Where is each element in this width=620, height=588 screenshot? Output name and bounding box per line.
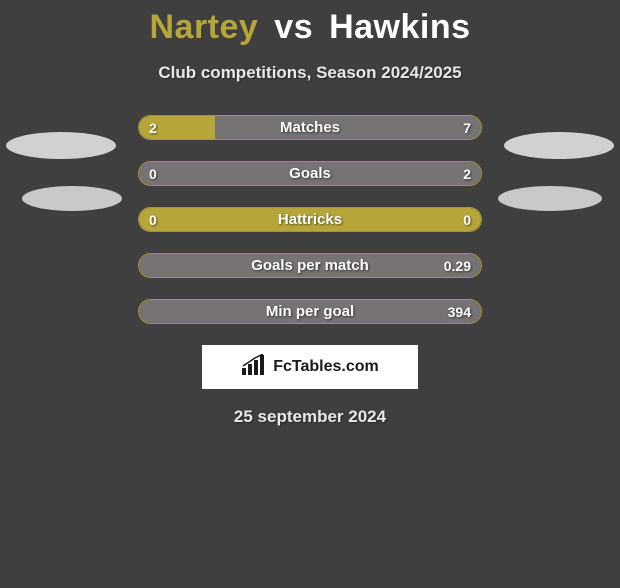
brand-box: FcTables.com [202,345,418,389]
player1-name: Nartey [149,8,258,46]
stat-value-left: 0 [149,208,157,231]
stat-bar-right [139,300,481,323]
comparison-chart: 27Matches02Goals00Hattricks0.29Goals per… [0,115,620,324]
stat-value-left: 2 [149,116,157,139]
brand-icon [241,354,267,381]
stat-row: 0.29Goals per match [138,253,482,278]
stat-value-right: 2 [463,162,471,185]
stat-value-right: 7 [463,116,471,139]
date-text: 25 september 2024 [0,407,620,427]
page-title: Nartey vs Hawkins [0,8,620,47]
brand-text: FcTables.com [273,358,379,376]
player2-name: Hawkins [329,8,470,46]
stat-value-right: 394 [448,300,471,323]
stat-row: 00Hattricks [138,207,482,232]
stat-bar-right [215,116,481,139]
stat-row: 27Matches [138,115,482,140]
stat-value-left: 0 [149,162,157,185]
stat-value-right: 0.29 [444,254,471,277]
stat-row: 394Min per goal [138,299,482,324]
stat-bar-right [139,254,481,277]
stat-bar-left [139,208,481,231]
stat-bar-right [139,162,481,185]
subtitle: Club competitions, Season 2024/2025 [0,63,620,83]
vs-text: vs [274,8,313,46]
stat-value-right: 0 [463,208,471,231]
stat-row: 02Goals [138,161,482,186]
